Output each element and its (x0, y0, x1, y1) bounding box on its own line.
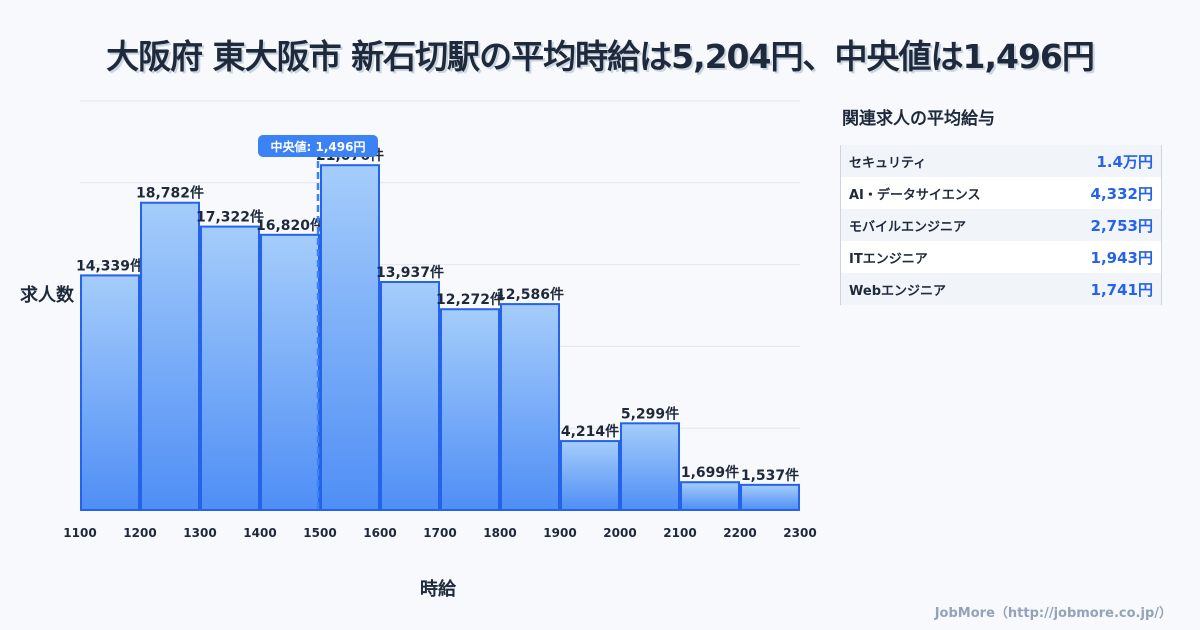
histogram-bar[interactable] (440, 308, 500, 511)
histogram-bar[interactable] (620, 422, 680, 511)
histogram-bar[interactable] (680, 481, 740, 511)
x-tick-label: 2000 (603, 526, 636, 540)
bar-value-label: 14,339件 (76, 257, 144, 274)
bar-value-label: 17,322件 (196, 209, 264, 226)
bar-value-label: 1,699件 (681, 464, 739, 481)
page-title: 大阪府 東大阪市 新石切駅の平均時給は5,204円、中央値は1,496円 (106, 37, 1095, 76)
y-axis-label: 求人数 (20, 285, 74, 306)
bar-value-label: 4,214件 (561, 423, 619, 440)
job-name: モバイルエンジニア (849, 219, 967, 235)
x-tick-label: 1800 (483, 526, 516, 540)
x-tick-label: 1900 (543, 526, 576, 540)
list-item[interactable]: Webエンジニア 1,741円 (841, 273, 1161, 305)
x-tick-label: 1300 (183, 526, 216, 540)
histogram-bar[interactable] (320, 164, 380, 512)
x-tick-label: 1100 (63, 526, 96, 540)
histogram-bar[interactable] (500, 303, 560, 512)
histogram-bar[interactable] (140, 201, 200, 512)
job-name: AI・データサイエンス (849, 187, 981, 203)
histogram-bar[interactable] (80, 274, 140, 512)
x-tick-label: 1700 (423, 526, 456, 540)
histogram-bar[interactable] (560, 440, 620, 511)
job-name: Webエンジニア (849, 283, 946, 299)
x-tick-label: 1600 (363, 526, 396, 540)
job-wage: 2,753円 (1090, 216, 1153, 235)
x-tick-label: 1400 (243, 526, 276, 540)
x-tick-label: 2100 (663, 526, 696, 540)
bar-value-label: 13,937件 (376, 264, 444, 281)
job-wage: 1.4万円 (1096, 152, 1153, 171)
list-item[interactable]: AI・データサイエンス 4,332円 (841, 177, 1161, 209)
bar-value-label: 1,537件 (741, 467, 799, 484)
histogram-bar[interactable] (200, 225, 260, 511)
bar-value-label: 12,586件 (496, 286, 564, 303)
bar-value-label: 18,782件 (136, 185, 204, 202)
x-tick-label: 1500 (303, 526, 336, 540)
job-wage: 1,741円 (1090, 280, 1153, 299)
x-tick-label: 1200 (123, 526, 156, 540)
x-tick-label: 2200 (723, 526, 756, 540)
histogram-bar[interactable] (740, 483, 800, 511)
job-name: ITエンジニア (849, 251, 928, 267)
median-badge (258, 135, 378, 157)
x-tick-label: 2300 (783, 526, 816, 540)
job-wage: 1,943円 (1090, 248, 1153, 267)
job-name: セキュリティ (849, 155, 927, 171)
histogram-chart: 14,339件18,782件17,322件16,820件21,076件13,93… (63, 100, 817, 540)
median-label: 中央値: 1,496円 (271, 139, 366, 154)
job-wage: 4,332円 (1090, 184, 1153, 203)
list-item[interactable]: セキュリティ 1.4万円 (841, 145, 1161, 177)
histogram-bar[interactable] (380, 280, 440, 512)
footer-credit: JobMore（http://jobmore.co.jp/） (934, 606, 1172, 621)
bar-value-label: 5,299件 (621, 405, 679, 422)
histogram-bar[interactable] (260, 233, 320, 511)
list-item[interactable]: モバイルエンジニア 2,753円 (841, 209, 1161, 241)
related-jobs-title: 関連求人の平均給与 (842, 109, 995, 129)
related-jobs-list: セキュリティ 1.4万円 AI・データサイエンス 4,332円 モバイルエンジニア 2… (840, 145, 1162, 305)
list-item[interactable]: ITエンジニア 1,943円 (841, 241, 1161, 273)
x-axis-label: 時給 (420, 579, 456, 600)
bar-value-label: 12,272件 (436, 291, 504, 308)
bar-value-label: 16,820件 (256, 217, 324, 234)
